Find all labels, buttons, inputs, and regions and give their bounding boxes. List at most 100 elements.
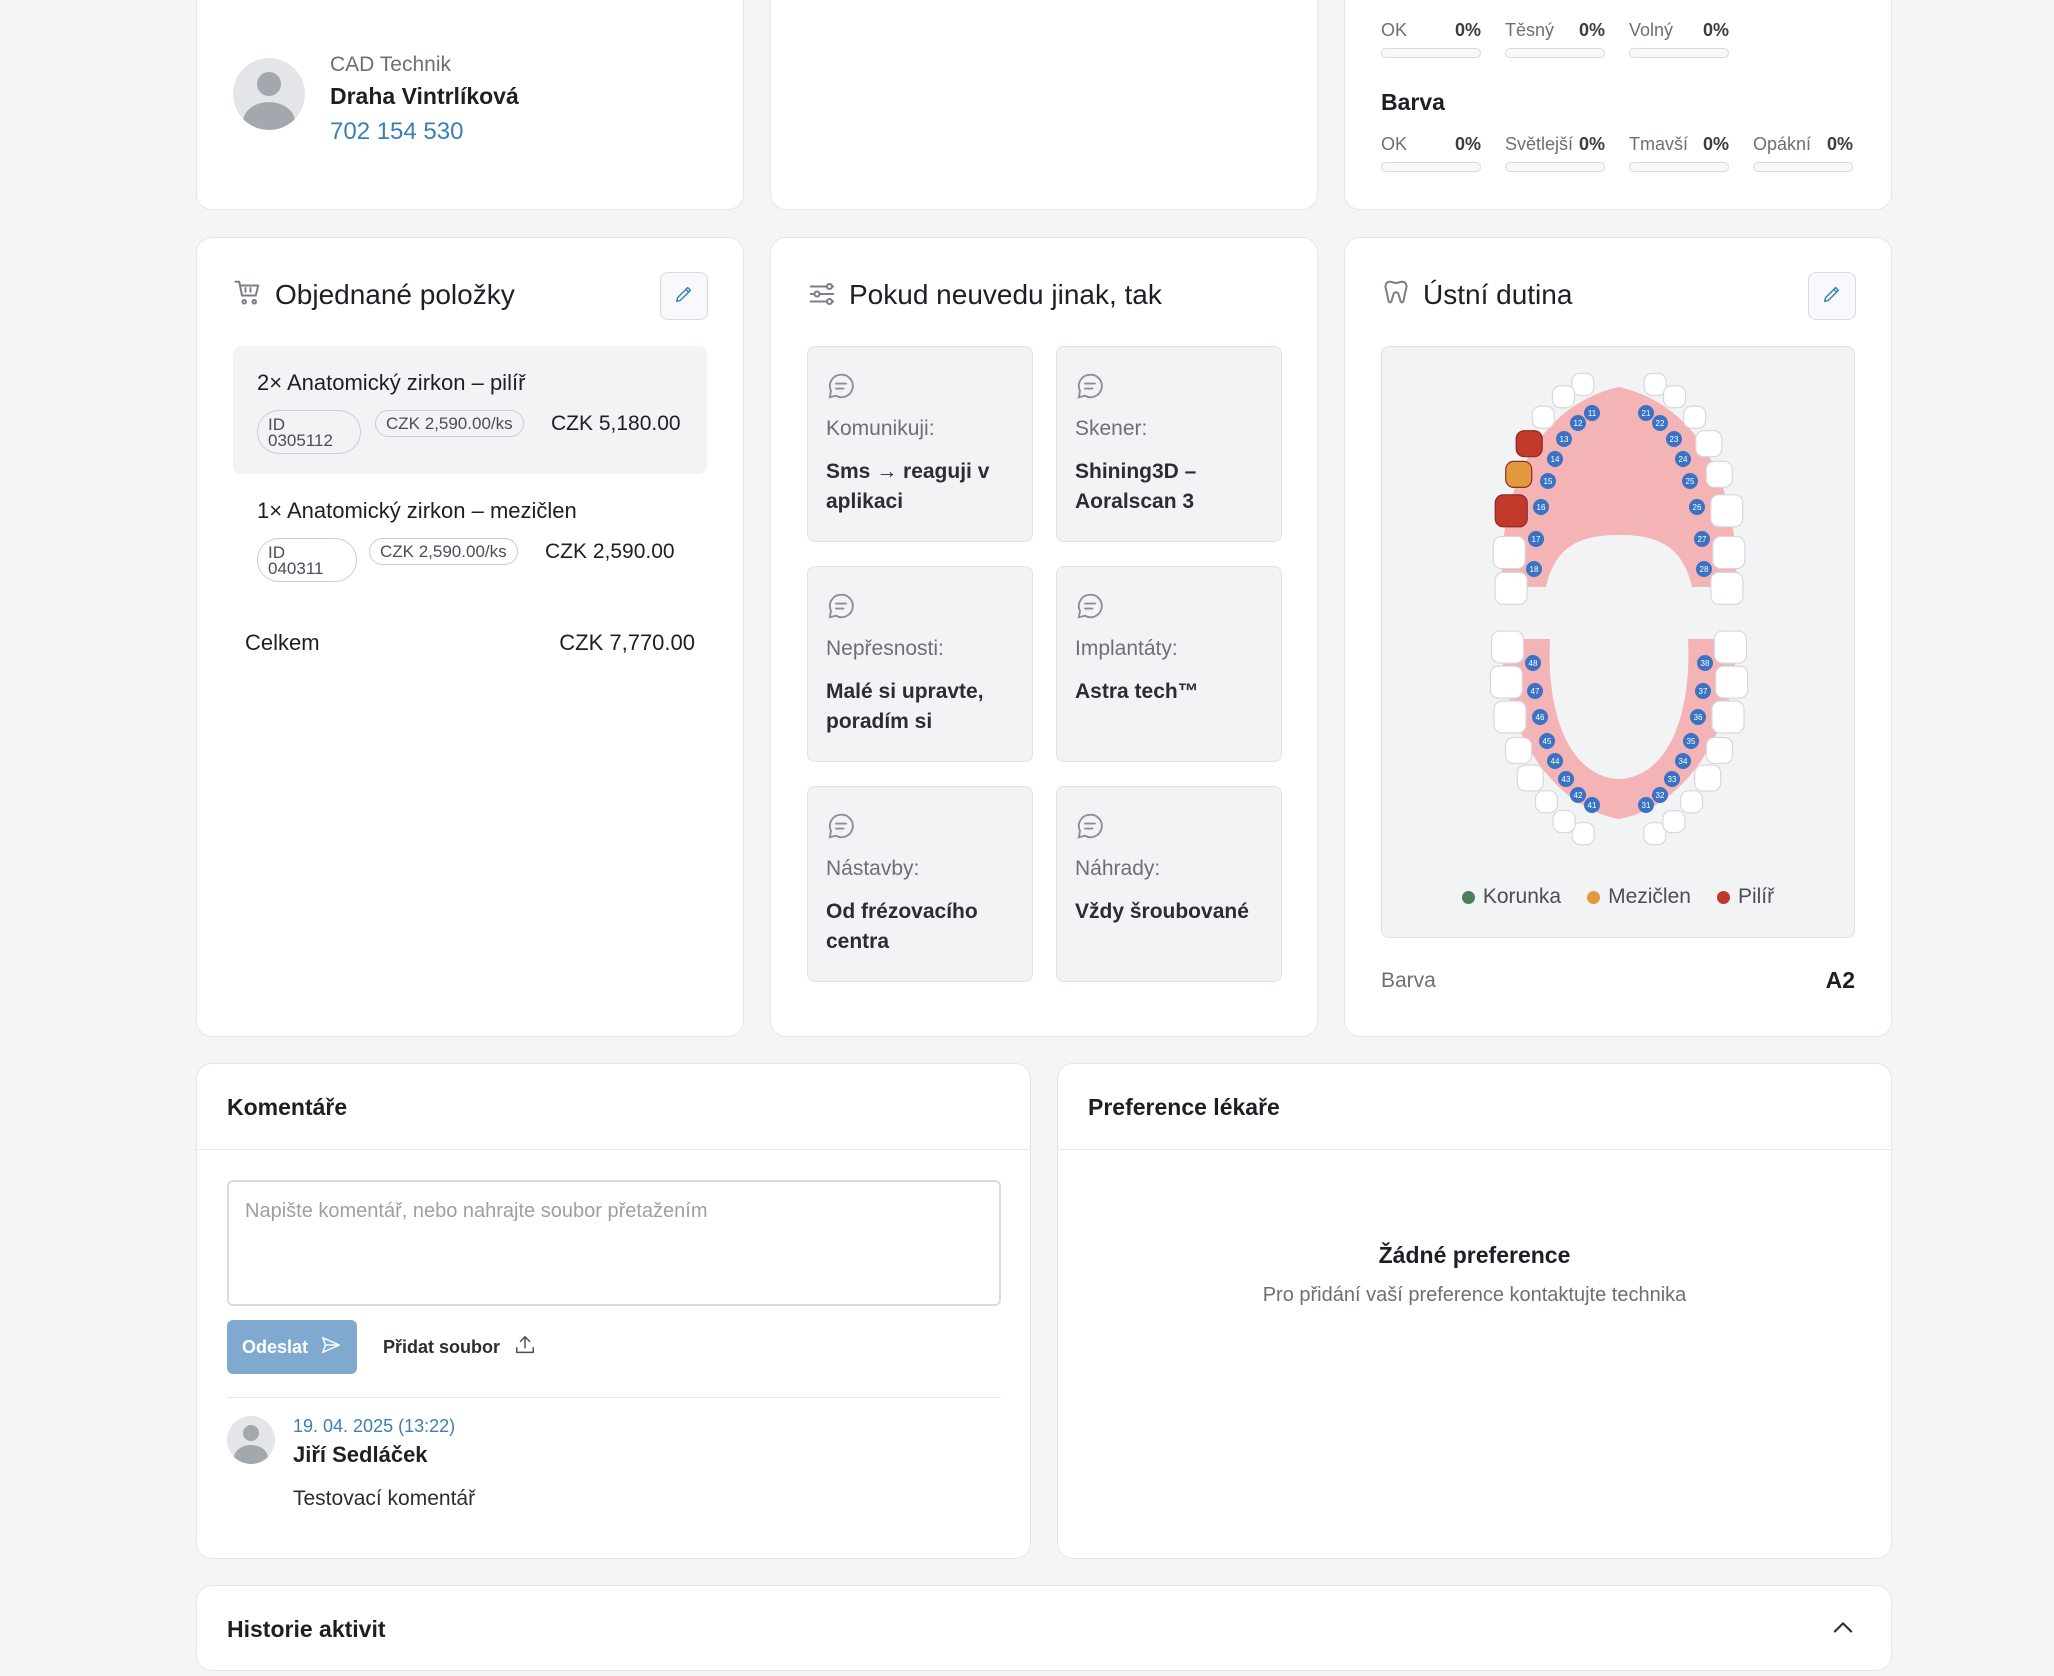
tooth-number-28[interactable]: 28 (1700, 565, 1709, 574)
tooth-marker-46[interactable] (1532, 709, 1548, 725)
tooth-number-46[interactable]: 46 (1536, 713, 1545, 722)
edit-oral-button[interactable] (1808, 272, 1856, 320)
tooth-marker-28[interactable] (1696, 561, 1712, 577)
tooth-marker-47[interactable] (1527, 683, 1543, 699)
tooth-marker-34[interactable] (1675, 753, 1691, 769)
tooth-marker-12[interactable] (1570, 415, 1586, 431)
tooth-marker-44[interactable] (1547, 753, 1563, 769)
tooth-23[interactable] (1683, 405, 1707, 429)
tooth-45[interactable] (1504, 736, 1533, 765)
tooth-number-27[interactable]: 27 (1698, 535, 1707, 544)
tooth-12[interactable] (1551, 385, 1576, 409)
tooth-number-45[interactable]: 45 (1543, 737, 1552, 746)
tooth-14[interactable] (1515, 430, 1543, 458)
tooth-number-23[interactable]: 23 (1670, 435, 1679, 444)
tooth-31[interactable] (1643, 822, 1667, 846)
tooth-22[interactable] (1662, 385, 1687, 409)
tooth-marker-24[interactable] (1675, 451, 1691, 467)
tooth-number-38[interactable]: 38 (1701, 659, 1710, 668)
tooth-marker-11[interactable] (1584, 405, 1600, 421)
tooth-marker-25[interactable] (1682, 473, 1698, 489)
tooth-42[interactable] (1552, 809, 1576, 834)
comment-input[interactable] (227, 1180, 1001, 1306)
tooth-27[interactable] (1712, 535, 1746, 570)
order-item[interactable]: 1× Anatomický zirkon – mezičlen ID 04031… (233, 474, 707, 602)
tooth-marker-36[interactable] (1690, 709, 1706, 725)
tooth-number-24[interactable]: 24 (1679, 455, 1688, 464)
tooth-marker-43[interactable] (1558, 771, 1574, 787)
tooth-number-33[interactable]: 33 (1668, 775, 1677, 784)
chevron-up-icon[interactable] (1829, 1614, 1857, 1647)
tooth-number-42[interactable]: 42 (1574, 791, 1583, 800)
tooth-number-36[interactable]: 36 (1694, 713, 1703, 722)
tooth-48[interactable] (1490, 630, 1525, 664)
tooth-number-18[interactable]: 18 (1530, 565, 1539, 574)
tooth-46[interactable] (1493, 700, 1527, 734)
history-card[interactable]: Historie aktivit (196, 1585, 1892, 1671)
tooth-number-22[interactable]: 22 (1656, 419, 1665, 428)
tooth-13[interactable] (1531, 405, 1555, 429)
tooth-number-32[interactable]: 32 (1656, 791, 1665, 800)
tooth-35[interactable] (1705, 736, 1734, 765)
tooth-marker-22[interactable] (1652, 415, 1668, 431)
tooth-marker-16[interactable] (1533, 499, 1549, 515)
tooth-17[interactable] (1492, 535, 1526, 570)
tooth-number-47[interactable]: 47 (1531, 687, 1540, 696)
tooth-marker-37[interactable] (1695, 683, 1711, 699)
tooth-number-31[interactable]: 31 (1642, 801, 1651, 810)
tooth-marker-32[interactable] (1652, 787, 1668, 803)
tooth-36[interactable] (1711, 700, 1745, 734)
tooth-marker-48[interactable] (1525, 655, 1541, 671)
tooth-number-15[interactable]: 15 (1544, 477, 1553, 486)
dental-chart-svg[interactable]: 11 12 13 14 15 16 17 18 21 22 23 24 25 26 27 28 31 323334… (1382, 347, 1856, 847)
tooth-number-43[interactable]: 43 (1562, 775, 1571, 784)
attach-button[interactable]: Přidat soubor (383, 1334, 536, 1361)
tooth-15[interactable] (1505, 460, 1533, 489)
tooth-44[interactable] (1516, 764, 1544, 792)
tooth-marker-33[interactable] (1664, 771, 1680, 787)
tooth-number-17[interactable]: 17 (1532, 535, 1541, 544)
tooth-marker-14[interactable] (1547, 451, 1563, 467)
tooth-18[interactable] (1494, 571, 1528, 605)
tooth-number-37[interactable]: 37 (1699, 687, 1708, 696)
tooth-number-14[interactable]: 14 (1551, 455, 1560, 464)
tooth-26[interactable] (1710, 494, 1744, 528)
tooth-marker-41[interactable] (1584, 797, 1600, 813)
tooth-28[interactable] (1710, 571, 1744, 605)
edit-orders-button[interactable] (660, 272, 708, 320)
tooth-number-11[interactable]: 11 (1588, 409, 1597, 418)
tooth-marker-26[interactable] (1689, 499, 1705, 515)
tooth-number-26[interactable]: 26 (1693, 503, 1702, 512)
tooth-number-35[interactable]: 35 (1687, 737, 1696, 746)
tooth-marker-42[interactable] (1570, 787, 1586, 803)
tooth-33[interactable] (1679, 790, 1704, 814)
tooth-47[interactable] (1489, 665, 1523, 699)
tooth-34[interactable] (1694, 764, 1722, 792)
tooth-marker-21[interactable] (1638, 405, 1654, 421)
tooth-38[interactable] (1713, 630, 1748, 664)
tooth-11[interactable] (1571, 372, 1595, 397)
send-button[interactable]: Odeslat (227, 1320, 357, 1374)
technician-phone[interactable]: 702 154 530 (330, 118, 464, 145)
tooth-number-16[interactable]: 16 (1537, 503, 1546, 512)
tooth-number-25[interactable]: 25 (1686, 477, 1695, 486)
tooth-24[interactable] (1695, 430, 1723, 458)
order-item[interactable]: 2× Anatomický zirkon – pilíř ID 0305112 … (233, 346, 707, 474)
tooth-marker-31[interactable] (1638, 797, 1654, 813)
tooth-number-21[interactable]: 21 (1642, 409, 1651, 418)
tooth-number-41[interactable]: 41 (1588, 801, 1597, 810)
tooth-marker-38[interactable] (1697, 655, 1713, 671)
tooth-25[interactable] (1705, 460, 1733, 489)
tooth-marker-35[interactable] (1683, 733, 1699, 749)
tooth-marker-27[interactable] (1694, 531, 1710, 547)
tooth-marker-13[interactable] (1556, 431, 1572, 447)
tooth-43[interactable] (1534, 790, 1559, 814)
tooth-number-48[interactable]: 48 (1529, 659, 1538, 668)
tooth-number-12[interactable]: 12 (1574, 419, 1583, 428)
tooth-marker-18[interactable] (1526, 561, 1542, 577)
tooth-marker-17[interactable] (1528, 531, 1544, 547)
tooth-41[interactable] (1571, 822, 1595, 846)
tooth-marker-23[interactable] (1666, 431, 1682, 447)
tooth-32[interactable] (1662, 809, 1686, 834)
tooth-marker-15[interactable] (1540, 473, 1556, 489)
